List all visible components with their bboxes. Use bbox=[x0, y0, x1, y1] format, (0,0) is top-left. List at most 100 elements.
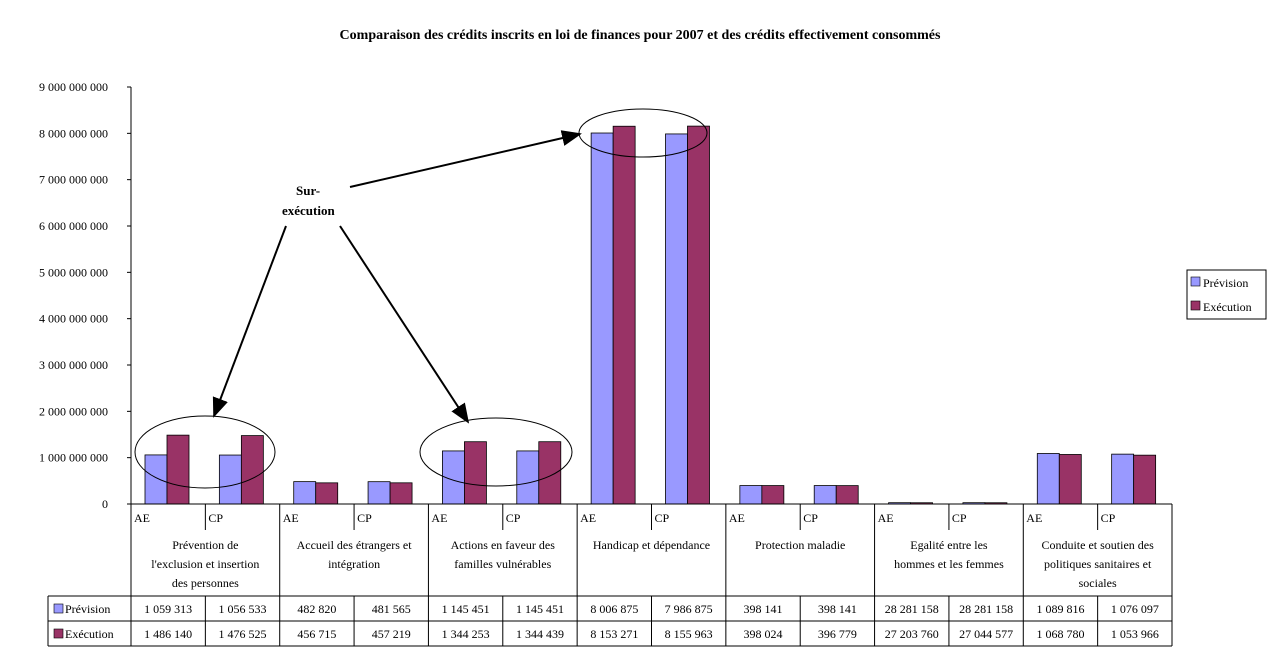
bar-prevision bbox=[218, 454, 242, 505]
group-label: Handicap et dépendance bbox=[593, 538, 710, 552]
legend-label: Exécution bbox=[1203, 300, 1252, 314]
table-cell: 1 056 533 bbox=[219, 602, 267, 616]
bar-prevision bbox=[665, 133, 688, 505]
y-tick-label: 4 000 000 000 bbox=[39, 312, 108, 326]
category-label: CP bbox=[357, 511, 372, 525]
table-cell: 1 476 525 bbox=[219, 627, 267, 641]
category-label: AE bbox=[283, 511, 299, 525]
group-label: l'exclusion et insertion bbox=[151, 557, 259, 571]
group-label: Actions en faveur des bbox=[451, 538, 556, 552]
legend-label: Prévision bbox=[1203, 276, 1248, 290]
bar-execution bbox=[1133, 454, 1157, 505]
bar-prevision bbox=[590, 132, 614, 505]
bar-execution bbox=[612, 125, 636, 505]
bar-execution bbox=[835, 485, 859, 505]
table-cell: 1 076 097 bbox=[1111, 602, 1159, 616]
highlight-ellipse bbox=[419, 417, 573, 487]
annotation-text: Sur- bbox=[296, 183, 320, 198]
group-label: Egalité entre les bbox=[910, 538, 988, 552]
table-cell: 28 281 158 bbox=[885, 602, 939, 616]
table-cell: 8 006 875 bbox=[590, 602, 638, 616]
y-tick-label: 5 000 000 000 bbox=[39, 265, 108, 279]
group-label: des personnes bbox=[172, 576, 239, 590]
group-label: Prévention de bbox=[172, 538, 238, 552]
table-cell: 27 203 760 bbox=[885, 627, 939, 641]
table-cell: 1 068 780 bbox=[1036, 627, 1084, 641]
table-cell: 28 281 158 bbox=[959, 602, 1013, 616]
group-label: Conduite et soutien des bbox=[1041, 538, 1154, 552]
table-series-label: Exécution bbox=[65, 627, 114, 641]
bar-execution bbox=[166, 434, 190, 505]
legend-swatch bbox=[1190, 276, 1201, 287]
category-label: CP bbox=[208, 511, 223, 525]
category-label: AE bbox=[431, 511, 447, 525]
bar-execution bbox=[240, 435, 264, 505]
table-cell: 1 145 451 bbox=[442, 602, 490, 616]
annotation-arrow bbox=[349, 130, 582, 188]
category-label: CP bbox=[1101, 511, 1116, 525]
y-tick-label: 3 000 000 000 bbox=[39, 358, 108, 372]
table-cell: 1 344 253 bbox=[442, 627, 490, 641]
bar-execution bbox=[761, 485, 785, 505]
table-cell: 7 986 875 bbox=[665, 602, 713, 616]
group-label: familles vulnérables bbox=[454, 557, 551, 571]
bar-execution bbox=[538, 441, 562, 505]
group-label: intégration bbox=[328, 557, 380, 571]
table-cell: 8 155 963 bbox=[665, 627, 713, 641]
table-cell: 1 344 439 bbox=[516, 627, 564, 641]
bar-prevision bbox=[1111, 453, 1135, 505]
y-tick-label: 6 000 000 000 bbox=[39, 219, 108, 233]
legend-swatch bbox=[1190, 300, 1201, 311]
group-label: politiques sanitaires et bbox=[1044, 557, 1152, 571]
highlight-ellipse bbox=[134, 415, 276, 489]
bar-prevision bbox=[367, 481, 391, 505]
bar-prevision bbox=[739, 485, 763, 505]
table-cell: 27 044 577 bbox=[959, 627, 1013, 641]
table-cell: 1 486 140 bbox=[144, 627, 192, 641]
category-label: CP bbox=[803, 511, 818, 525]
table-cell: 398 141 bbox=[744, 602, 783, 616]
category-label: CP bbox=[506, 511, 521, 525]
bar-prevision bbox=[144, 454, 168, 505]
y-tick-label: 0 bbox=[102, 497, 108, 511]
y-tick-label: 7 000 000 000 bbox=[39, 173, 108, 187]
category-label: AE bbox=[729, 511, 745, 525]
bar-execution bbox=[687, 125, 710, 505]
y-tick-label: 9 000 000 000 bbox=[39, 80, 108, 94]
table-legend-swatch bbox=[53, 628, 64, 639]
bar-execution bbox=[315, 482, 339, 505]
y-tick-label: 1 000 000 000 bbox=[39, 451, 108, 465]
bar-execution bbox=[1058, 454, 1082, 505]
table-cell: 398 141 bbox=[818, 602, 857, 616]
table-legend-swatch bbox=[53, 603, 64, 614]
y-tick-label: 8 000 000 000 bbox=[39, 126, 108, 140]
table-cell: 456 715 bbox=[297, 627, 336, 641]
chart-title: Comparaison des crédits inscrits en loi … bbox=[340, 28, 941, 43]
annotation-arrow bbox=[339, 225, 470, 424]
category-label: AE bbox=[1026, 511, 1042, 525]
table-series-label: Prévision bbox=[65, 602, 110, 616]
group-label: sociales bbox=[1079, 576, 1117, 590]
table-cell: 1 089 816 bbox=[1036, 602, 1084, 616]
bar-prevision bbox=[1036, 453, 1060, 505]
table-cell: 481 565 bbox=[372, 602, 411, 616]
group-label: hommes et les femmes bbox=[894, 557, 1004, 571]
group-label: Accueil des étrangers et bbox=[297, 538, 413, 552]
table-cell: 457 219 bbox=[372, 627, 411, 641]
bar-prevision bbox=[293, 481, 317, 505]
category-label: AE bbox=[134, 511, 150, 525]
bar-execution bbox=[464, 441, 487, 505]
bar-execution bbox=[389, 482, 413, 505]
annotation-arrow bbox=[212, 225, 287, 418]
y-tick-label: 2 000 000 000 bbox=[39, 404, 108, 418]
table-cell: 482 820 bbox=[297, 602, 336, 616]
bar-prevision bbox=[813, 485, 837, 505]
table-cell: 396 779 bbox=[818, 627, 857, 641]
table-cell: 8 153 271 bbox=[590, 627, 638, 641]
category-label: AE bbox=[580, 511, 596, 525]
table-cell: 398 024 bbox=[744, 627, 783, 641]
category-label: AE bbox=[878, 511, 894, 525]
category-label: CP bbox=[952, 511, 967, 525]
bar-prevision bbox=[516, 450, 540, 505]
